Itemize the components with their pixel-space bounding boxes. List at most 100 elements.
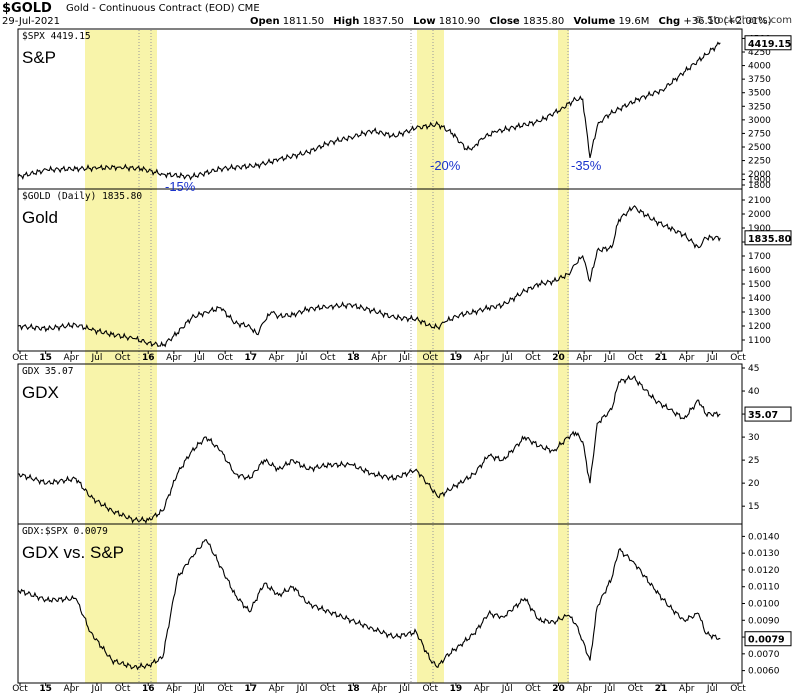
close-label: Close (489, 16, 520, 27)
x-tick-label: 17 (245, 684, 258, 694)
x-tick-label: Oct (628, 684, 644, 694)
last-value-box (744, 631, 792, 647)
y-tick-label: 1900 (748, 176, 771, 186)
y-tick-label: 45 (748, 364, 759, 374)
chg-value: +36.10 (+2.01%) (683, 16, 772, 27)
x-tick-label: 20 (552, 353, 565, 363)
y-tick-label: 2100 (748, 196, 771, 206)
y-tick-label: 0.0100 (748, 600, 780, 610)
series-line--spx (17, 41, 721, 181)
last-value-label: 0.0079 (748, 635, 785, 646)
drawdown-annotation: -15% (165, 179, 196, 194)
y-tick-label: 1900 (748, 224, 771, 234)
x-tick-label: 16 (142, 684, 155, 694)
drawdown-annotation: -35% (571, 158, 602, 173)
exchange-text: CME (237, 3, 260, 14)
y-tick-label: 1800 (748, 181, 771, 191)
volume-label: Volume (573, 16, 616, 27)
y-tick-label: 15 (748, 502, 759, 512)
x-tick-label: Oct (217, 353, 233, 363)
x-tick-label: 16 (142, 353, 155, 363)
y-tick-label: 1600 (748, 266, 771, 276)
y-tick-label: 40 (748, 387, 760, 397)
x-tick-label: Jul (193, 684, 205, 694)
y-tick-label: 2250 (748, 157, 771, 167)
low-label: Low (413, 16, 436, 27)
y-tick-label: 2750 (748, 129, 771, 139)
panel-legend: GDX 35.07 (22, 366, 73, 377)
last-value-box (744, 35, 792, 51)
x-tick-label: Apr (371, 353, 387, 363)
y-tick-label: 20 (748, 479, 760, 489)
y-tick-label: 0.0130 (748, 549, 780, 559)
ohlc-readout: Open 1811.50 High 1837.50 Low 1810.90 Cl… (250, 16, 777, 27)
series-line-gdx (18, 374, 721, 525)
y-tick-label: 1400 (748, 294, 771, 304)
y-tick-label: 0.0090 (748, 616, 780, 626)
y-tick-label: 1700 (748, 252, 771, 262)
volume-value: 19.6M (618, 16, 650, 27)
y-tick-label: 0.0070 (748, 650, 780, 660)
open-label: Open (250, 16, 280, 27)
x-tick-label: Jul (90, 353, 102, 363)
series-line--gold (17, 205, 721, 348)
panel-legend: $SPX 4419.15 (22, 31, 91, 42)
x-tick-label: Oct (628, 353, 644, 363)
stockcharts-watermark: © StockCharts.com (693, 15, 792, 26)
x-tick-label: Oct (525, 353, 541, 363)
y-tick-label: 4250 (748, 48, 771, 58)
y-tick-label: 2000 (748, 170, 771, 180)
close-value: 1835.80 (522, 16, 565, 27)
last-value-label: 35.07 (748, 410, 778, 421)
drawdown-annotation: -20% (430, 158, 461, 173)
x-tick-label: Apr (576, 353, 592, 363)
x-tick-label: Apr (679, 353, 695, 363)
x-tick-label: Jul (706, 353, 718, 363)
high-value: 1837.50 (362, 16, 404, 27)
x-tick-label: Apr (269, 353, 285, 363)
panel-legend: GDX:$SPX 0.0079 (22, 526, 108, 537)
highlight-band (85, 30, 157, 683)
x-tick-label: Apr (371, 684, 387, 694)
x-tick-label: Apr (166, 353, 182, 363)
x-tick-label: Apr (269, 684, 285, 694)
description-text: Gold - Continuous Contract (EOD) (66, 3, 235, 14)
x-tick-label: Jul (193, 353, 205, 363)
y-tick-label: 30 (748, 433, 760, 443)
x-tick-label: Jul (501, 684, 513, 694)
x-tick-label: Apr (474, 684, 490, 694)
y-tick-label: 3750 (748, 75, 771, 85)
open-value: 1811.50 (282, 16, 325, 27)
last-value-box (744, 230, 792, 246)
x-tick-label: 21 (655, 684, 668, 694)
x-tick-label: 15 (39, 353, 52, 363)
x-tick-label: Oct (320, 684, 336, 694)
symbol-title: $GOLD (2, 1, 52, 16)
panel-title: GDX (22, 383, 59, 402)
highlight-band (417, 30, 444, 683)
last-value-box (744, 406, 792, 422)
chart-date: 29-Jul-2021 (2, 16, 61, 27)
panel-legend: $GOLD (Daily) 1835.80 (22, 191, 142, 202)
y-tick-label: 25 (748, 456, 759, 466)
x-tick-label: Apr (576, 684, 592, 694)
symbol-description: Gold - Continuous Contract (EOD) CME (66, 3, 260, 14)
last-value-label: 1835.80 (748, 234, 792, 245)
x-tick-label: 15 (39, 684, 52, 694)
y-tick-label: 1500 (748, 280, 771, 290)
panel-title: GDX vs. S&P (22, 543, 124, 562)
x-tick-label: 19 (450, 684, 463, 694)
x-tick-label: 21 (655, 353, 668, 363)
x-tick-label: Oct (320, 353, 336, 363)
x-tick-label: Jul (296, 353, 308, 363)
y-tick-label: 4000 (748, 62, 771, 72)
x-tick-label: Oct (730, 353, 746, 363)
y-tick-label: 1100 (748, 336, 771, 346)
x-tick-label: Jul (296, 684, 308, 694)
y-tick-label: 0.0120 (748, 566, 780, 576)
y-tick-label: 2500 (748, 143, 771, 153)
x-tick-label: Apr (166, 684, 182, 694)
x-tick-label: Oct (525, 684, 541, 694)
y-tick-label: 0.0140 (748, 532, 780, 542)
